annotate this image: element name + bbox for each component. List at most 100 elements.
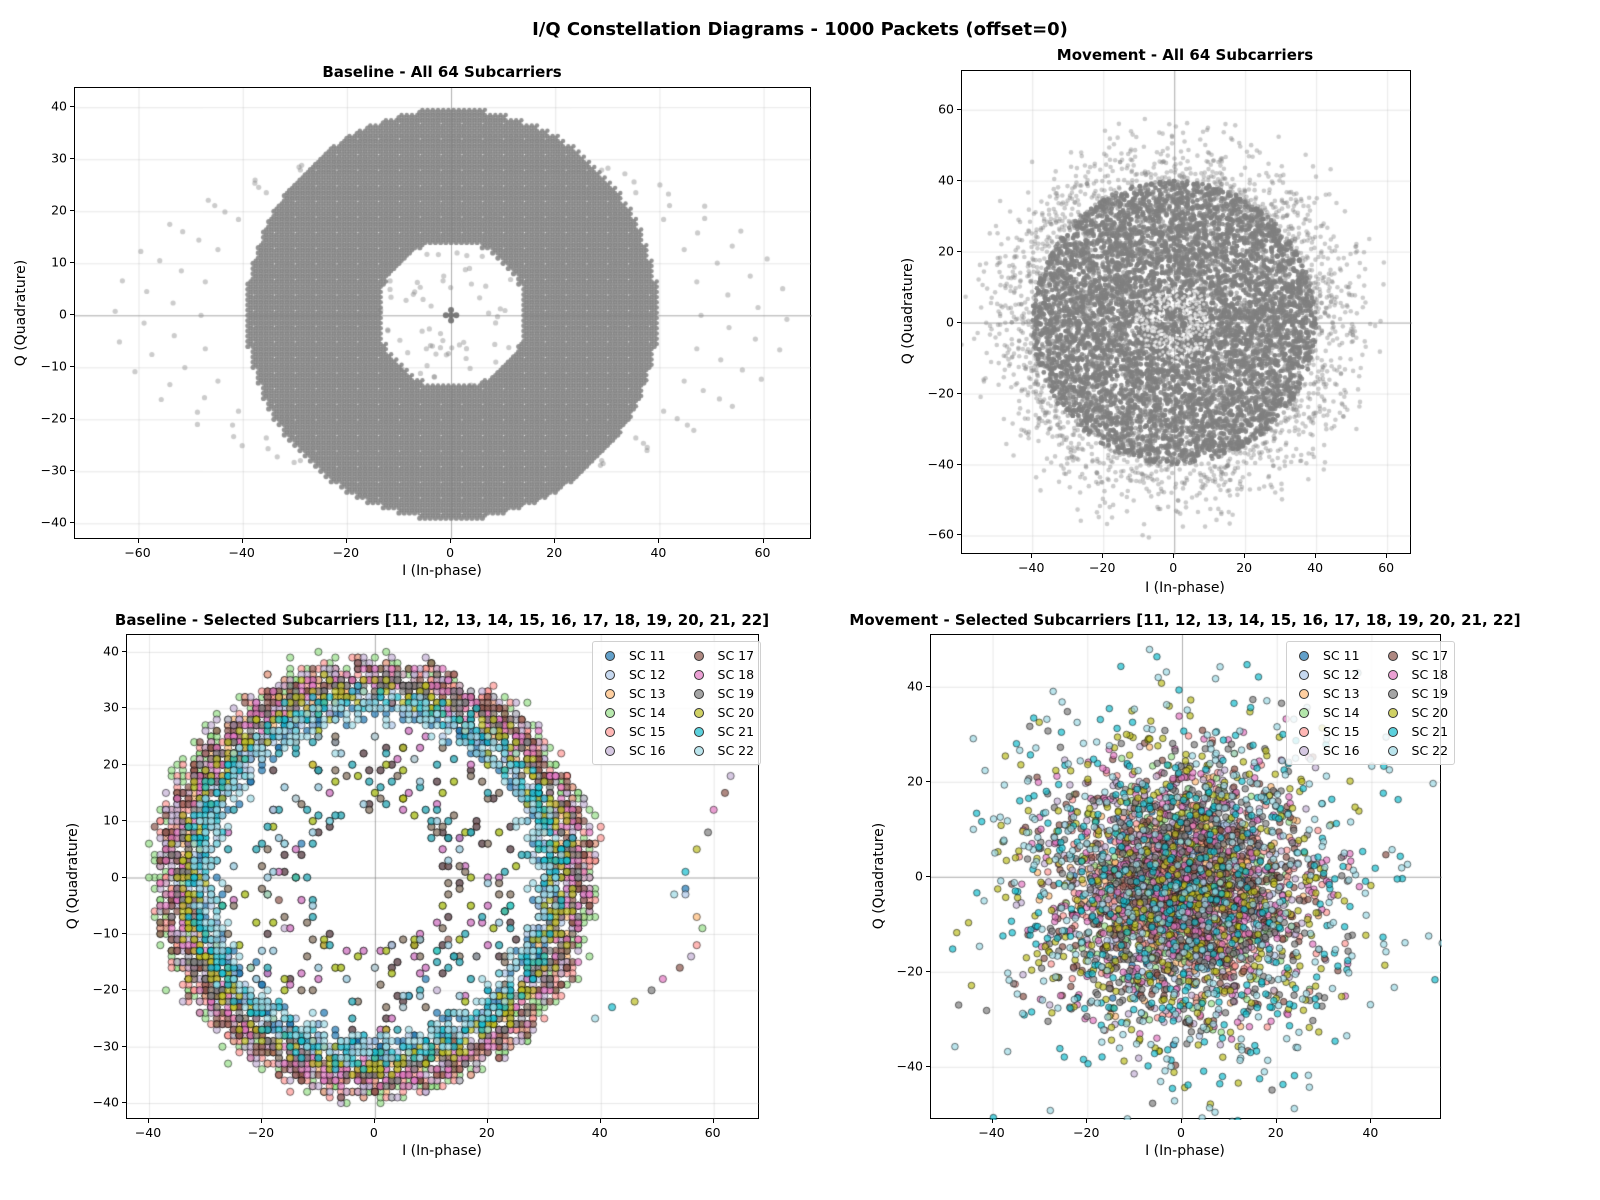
legend-label: SC 16: [1323, 743, 1360, 758]
legend-movement-selected: SC 11 SC 12 SC 13 SC 14 SC 15 SC 16 SC 17 SC 18…: [1286, 641, 1456, 765]
legend-item: SC 11: [1293, 646, 1360, 665]
y-tick-mark: [122, 932, 126, 934]
legend-marker-icon: [605, 745, 615, 756]
x-tick-mark: [1386, 554, 1388, 558]
x-tick-mark: [1031, 554, 1033, 558]
legend-marker-icon: [605, 707, 615, 718]
legend-item: SC 13: [1293, 684, 1360, 703]
x-tick-mark: [658, 539, 660, 543]
y-tick-label: 10: [103, 812, 119, 828]
x-tick-label: −40: [978, 1125, 1005, 1140]
legend-label: SC 14: [629, 705, 666, 720]
x-tick-label: 0: [1177, 1125, 1185, 1140]
panel-title-movement-all: Movement - All 64 Subcarriers: [1056, 46, 1314, 64]
legend-item: SC 21: [688, 722, 754, 741]
y-tick-label: 30: [51, 150, 67, 166]
y-tick-label: 40: [51, 98, 67, 114]
legend-item: SC 15: [1293, 722, 1360, 741]
y-tick-mark: [70, 210, 74, 212]
legend-marker-icon: [1387, 707, 1398, 718]
panel-title-baseline-selected: Baseline - Selected Subcarriers [11, 12,…: [114, 611, 770, 629]
y-tick-label: 40: [938, 172, 954, 188]
legend-label: SC 19: [1411, 686, 1449, 701]
legend-marker-icon: [693, 669, 704, 680]
x-tick-label: 40: [1362, 1125, 1379, 1140]
legend-item: SC 17: [1382, 646, 1448, 665]
legend-marker-icon: [1299, 707, 1309, 718]
y-tick-label: −40: [92, 1094, 119, 1110]
legend-marker-icon: [1299, 650, 1309, 661]
y-tick-label: −30: [40, 462, 67, 478]
y-tick-label: −30: [92, 1038, 119, 1054]
x-tick-label: 40: [1307, 560, 1324, 575]
y-tick-label: 0: [946, 314, 954, 330]
y-tick-mark: [70, 470, 74, 472]
y-tick-label: −40: [896, 1058, 923, 1074]
x-tick-mark: [554, 539, 556, 543]
y-tick-label: 0: [111, 869, 119, 884]
y-tick-mark: [122, 1045, 126, 1047]
x-tick-mark: [1102, 554, 1104, 558]
y-tick-mark: [957, 392, 961, 394]
y-tick-mark: [70, 158, 74, 160]
legend-item: SC 20: [1382, 703, 1449, 722]
y-tick-label: 20: [907, 773, 923, 789]
legend-label: SC 22: [1411, 743, 1449, 758]
x-tick-mark: [137, 539, 139, 543]
y-tick-label: −40: [40, 514, 67, 530]
legend-label: SC 15: [1323, 724, 1360, 739]
legend-item: SC 18: [1382, 665, 1448, 684]
legend-label: SC 11: [629, 648, 666, 663]
legend-marker-icon: [1299, 745, 1309, 756]
x-tick-mark: [599, 1119, 601, 1123]
y-tick-mark: [122, 820, 126, 822]
legend-item: SC 18: [688, 665, 754, 684]
legend-item: SC 15: [599, 722, 666, 741]
y-tick-mark: [122, 1102, 126, 1104]
legend-item: SC 13: [599, 684, 666, 703]
legend-item: SC 14: [599, 703, 666, 722]
legend-item: SC 16: [1293, 741, 1360, 760]
legend-marker-icon: [1387, 726, 1398, 737]
y-tick-label: −20: [92, 981, 119, 997]
legend-item: SC 20: [688, 703, 754, 722]
x-tick-label: 60: [754, 545, 771, 560]
x-tick-label: −20: [1073, 1125, 1100, 1140]
legend-marker-icon: [1299, 726, 1309, 737]
panel-title-baseline-all: Baseline - All 64 Subcarriers: [322, 63, 562, 81]
legend-label: SC 13: [629, 686, 666, 701]
x-tick-label: 40: [650, 545, 667, 560]
x-tick-mark: [241, 539, 243, 543]
legend-item: SC 16: [599, 741, 666, 760]
legend-marker-icon: [605, 688, 615, 699]
legend-label: SC 20: [1411, 705, 1449, 720]
legend-marker-icon: [605, 650, 615, 661]
y-tick-mark: [957, 108, 961, 110]
x-tick-mark: [260, 1119, 262, 1123]
legend-marker-icon: [693, 688, 704, 699]
legend-marker-icon: [693, 745, 704, 756]
legend-marker-icon: [1299, 688, 1309, 699]
y-tick-label: 0: [915, 868, 923, 884]
y-tick-mark: [70, 366, 74, 368]
x-tick-label: −40: [1018, 560, 1045, 575]
y-tick-mark: [122, 989, 126, 991]
x-tick-label: 40: [591, 1125, 608, 1140]
y-tick-mark: [926, 780, 930, 782]
xlabel-movement-selected: I (In-phase): [1145, 1143, 1225, 1159]
x-tick-mark: [1315, 554, 1317, 558]
legend-item: SC 19: [688, 684, 754, 703]
y-tick-mark: [70, 106, 74, 108]
legend-item: SC 22: [688, 741, 755, 760]
y-tick-mark: [957, 250, 961, 252]
legend-marker-icon: [605, 669, 615, 680]
y-tick-mark: [122, 763, 126, 765]
y-tick-label: 20: [51, 202, 67, 218]
y-tick-label: −20: [927, 385, 954, 401]
xlabel-movement-all: I (In-phase): [1145, 580, 1225, 596]
y-tick-label: −40: [927, 456, 954, 472]
y-tick-mark: [926, 970, 930, 972]
legend-label: SC 22: [717, 743, 755, 758]
x-tick-mark: [762, 539, 764, 543]
x-tick-mark: [1370, 1119, 1372, 1123]
